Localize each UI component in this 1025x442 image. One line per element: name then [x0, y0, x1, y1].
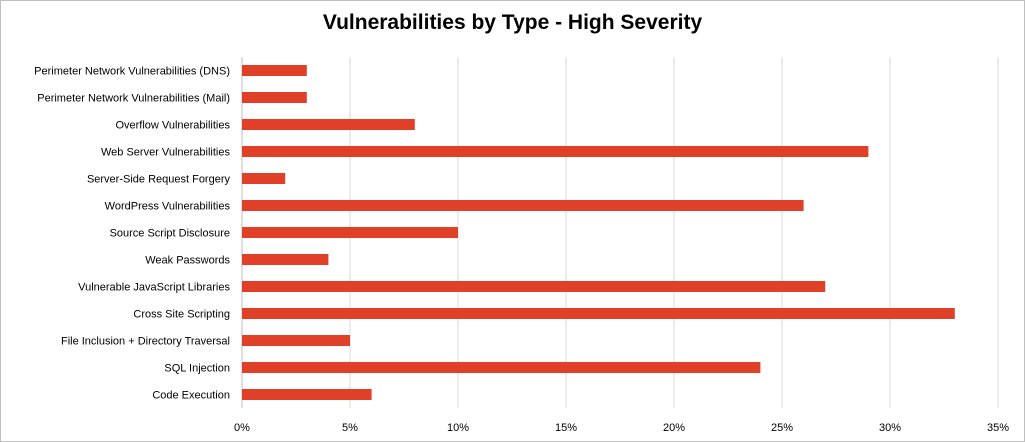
category-label: Source Script Disclosure [110, 228, 230, 240]
bar [242, 200, 804, 211]
bar [242, 362, 761, 373]
bar [242, 254, 329, 265]
category-label: Server-Side Request Forgery [87, 174, 231, 186]
bar [242, 65, 307, 76]
category-label: Cross Site Scripting [133, 309, 230, 321]
bar [242, 389, 372, 400]
x-tick-label: 15% [555, 422, 577, 434]
category-label: Web Server Vulnerabilities [101, 147, 231, 159]
x-tick-label: 10% [447, 422, 469, 434]
x-tick-label: 25% [771, 422, 793, 434]
x-tick-label: 30% [879, 422, 901, 434]
label-layer: 0% 5% 10% 15% 20% 25% 30% 35% Perimeter Network … [34, 66, 1009, 435]
x-tick-label: 35% [987, 422, 1009, 434]
x-tick-label: 0% [234, 422, 250, 434]
bar [242, 281, 826, 292]
category-label: Code Execution [152, 390, 230, 402]
category-label: WordPress Vulnerabilities [105, 201, 231, 213]
bar [242, 335, 350, 346]
bar [242, 146, 869, 157]
bar [242, 92, 307, 103]
bar [242, 173, 286, 184]
bar-layer [242, 65, 955, 400]
bar [242, 227, 458, 238]
category-label: Vulnerable JavaScript Libraries [78, 282, 230, 294]
x-tick-label: 5% [342, 422, 358, 434]
x-tick-label: 20% [663, 422, 685, 434]
category-label: Perimeter Network Vulnerabilities (Mail) [37, 93, 230, 105]
category-label: SQL Injection [164, 363, 230, 375]
category-label: Perimeter Network Vulnerabilities (DNS) [34, 66, 230, 78]
bar [242, 119, 415, 130]
category-label: Weak Passwords [145, 255, 230, 267]
category-label: File Inclusion + Directory Traversal [61, 336, 230, 348]
chart-title: Vulnerabilities by Type - High Severity [322, 11, 703, 34]
bar [242, 308, 955, 319]
category-label: Overflow Vulnerabilities [115, 120, 230, 132]
